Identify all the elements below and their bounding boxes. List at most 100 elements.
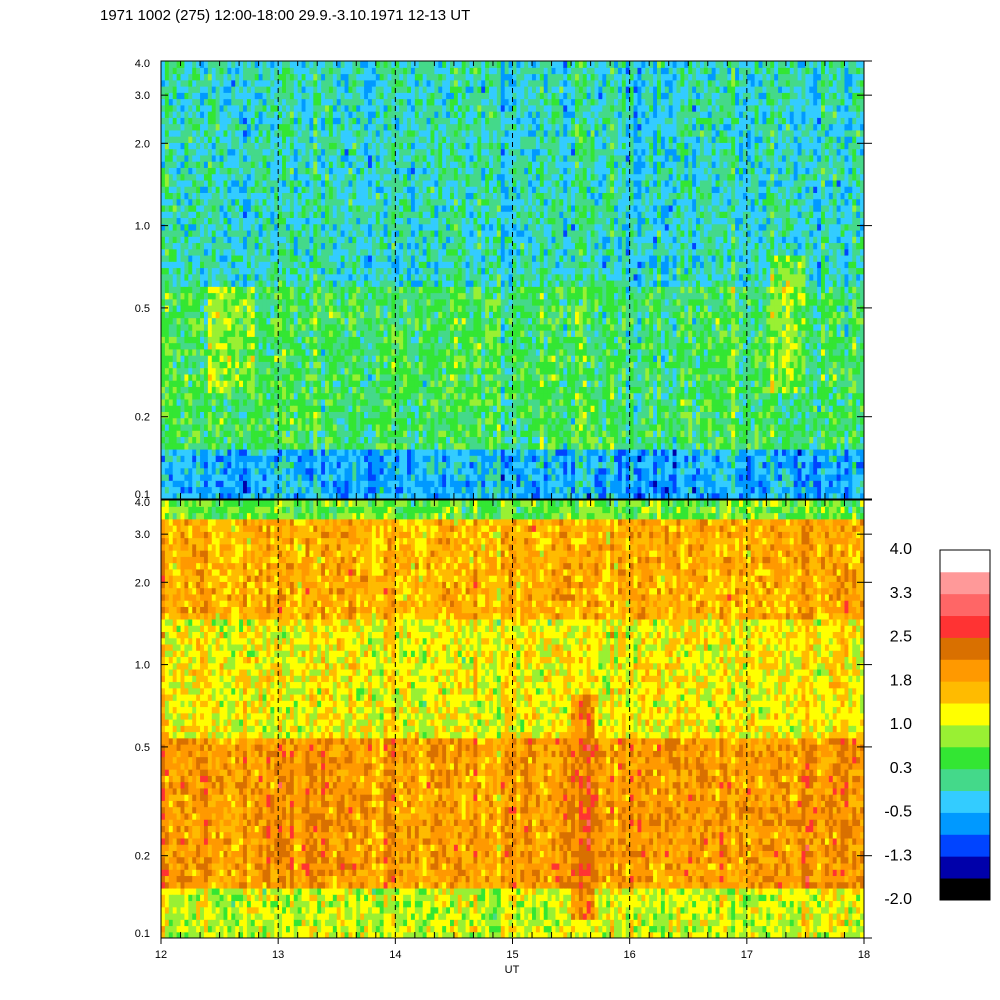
heatmap-cell <box>418 405 424 412</box>
heatmap-cell <box>297 280 303 287</box>
heatmap-cell <box>410 79 416 87</box>
heatmap-cell <box>407 336 412 344</box>
heatmap-cell <box>223 392 228 400</box>
heatmap-cell <box>207 336 213 344</box>
heatmap-cell <box>168 236 174 244</box>
heatmap-cell <box>414 98 420 106</box>
heatmap-cell <box>418 436 424 444</box>
heatmap-cell <box>414 123 420 131</box>
heatmap-cell <box>360 417 365 425</box>
heatmap-cell <box>383 367 389 375</box>
heatmap-cell <box>383 111 389 118</box>
heatmap-cell <box>403 317 408 325</box>
heatmap-cell <box>262 323 268 331</box>
heatmap-cell <box>270 273 275 281</box>
heatmap-cell <box>364 317 369 325</box>
heatmap-cell <box>422 355 428 362</box>
heatmap-cell <box>325 267 330 275</box>
heatmap-cell <box>172 61 178 68</box>
heatmap-cell <box>399 73 404 81</box>
heatmap-cell <box>360 173 365 181</box>
heatmap-cell <box>356 186 361 193</box>
heatmap-cell <box>207 111 213 118</box>
heatmap-cell <box>262 455 268 463</box>
heatmap-cell <box>434 455 439 463</box>
heatmap-cell <box>364 98 369 106</box>
heatmap-cell <box>250 455 256 463</box>
heatmap-cell <box>161 386 166 394</box>
heatmap-cell <box>422 436 428 444</box>
heatmap-cell <box>305 380 311 387</box>
heatmap-cell <box>161 298 166 306</box>
heatmap-cell <box>266 342 271 350</box>
heatmap-cell <box>434 467 439 475</box>
heatmap-cell <box>289 142 295 150</box>
heatmap-cell <box>414 386 420 394</box>
heatmap-cell <box>348 342 353 350</box>
heatmap-cell <box>161 92 166 100</box>
heatmap-cell <box>430 129 435 137</box>
heatmap-cell <box>422 292 428 300</box>
heatmap-cell <box>250 248 256 256</box>
heatmap-cell <box>328 117 334 125</box>
heatmap-cell <box>301 330 307 337</box>
heatmap-cell <box>387 142 393 150</box>
heatmap-cell <box>196 254 201 262</box>
heatmap-cell <box>407 267 412 275</box>
heatmap-cell <box>317 355 322 362</box>
heatmap-cell <box>246 398 252 406</box>
heatmap-cell <box>207 436 213 444</box>
heatmap-cell <box>188 355 193 362</box>
heatmap-cell <box>336 123 342 131</box>
heatmap-cell <box>426 186 432 193</box>
heatmap-cell <box>313 154 318 162</box>
heatmap-cell <box>325 248 330 256</box>
heatmap-cell <box>180 173 186 181</box>
heatmap-cell <box>164 223 170 231</box>
heatmap-cell <box>305 492 311 499</box>
heatmap-cell <box>282 179 287 187</box>
heatmap-cell <box>250 292 256 300</box>
heatmap-cell <box>235 173 240 181</box>
heatmap-cell <box>422 161 428 168</box>
heatmap-cell <box>305 129 311 137</box>
heatmap-cell <box>309 129 314 137</box>
heatmap-cell <box>414 355 420 362</box>
heatmap-cell <box>176 204 182 212</box>
heatmap-cell <box>383 273 389 281</box>
heatmap-cell <box>176 323 182 331</box>
heatmap-cell <box>325 398 330 406</box>
heatmap-cell <box>243 305 248 312</box>
heatmap-cell <box>414 392 420 400</box>
heatmap-cell <box>313 173 318 181</box>
heatmap-cell <box>367 229 373 237</box>
heatmap-cell <box>364 373 369 381</box>
heatmap-cell <box>407 254 412 262</box>
heatmap-cell <box>410 86 416 93</box>
heatmap-cell <box>367 330 373 337</box>
heatmap-cell <box>262 248 268 256</box>
heatmap-cell <box>367 192 373 200</box>
heatmap-cell <box>336 367 342 375</box>
heatmap-cell <box>266 486 271 494</box>
heatmap-cell <box>188 423 193 431</box>
heatmap-cell <box>356 273 361 281</box>
heatmap-cell <box>356 448 361 456</box>
heatmap-cell <box>317 248 322 256</box>
heatmap-cell <box>266 211 271 219</box>
heatmap-cell <box>239 92 244 100</box>
heatmap-cell <box>371 386 377 394</box>
heatmap-cell <box>348 455 353 463</box>
heatmap-cell <box>367 161 373 168</box>
heatmap-cell <box>235 311 240 319</box>
heatmap-cell <box>426 261 432 269</box>
heatmap-cell <box>246 317 252 325</box>
heatmap-cell <box>430 473 435 481</box>
heatmap-cell <box>254 342 260 350</box>
heatmap-cell <box>379 436 385 444</box>
heatmap-cell <box>321 204 326 212</box>
heatmap-cell <box>403 161 408 168</box>
heatmap-cell <box>317 111 322 118</box>
heatmap-cell <box>180 280 186 287</box>
heatmap-cell <box>321 98 326 106</box>
